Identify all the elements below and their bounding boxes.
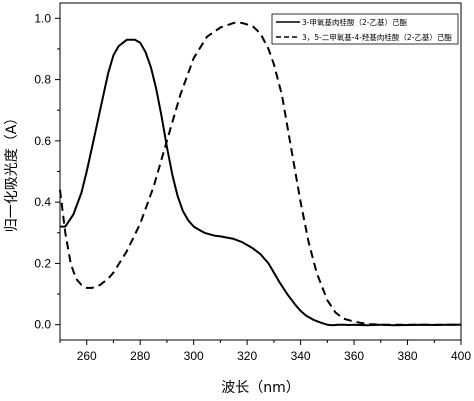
x-axis-ticks: 260 280 300 320 340 360 380 400 [59, 340, 471, 363]
x-tick-label: 320 [237, 349, 257, 363]
x-tick-label: 400 [451, 349, 471, 363]
series-layer [59, 21, 461, 327]
x-tick-label: 340 [291, 349, 311, 363]
x-tick-label: 260 [77, 349, 97, 363]
y-axis-ticks: 0.0 0.2 0.4 0.6 0.8 1.0 [34, 11, 60, 332]
y-tick-label: 0.2 [34, 256, 51, 270]
x-tick-label: 380 [398, 349, 418, 363]
x-tick-label: 280 [130, 349, 150, 363]
plot-border [59, 2, 462, 341]
legend-box [271, 13, 459, 45]
x-tick-label: 300 [184, 349, 204, 363]
series-line-1 [60, 38, 461, 327]
y-tick-label: 1.0 [34, 11, 51, 25]
legend-label-series-2: 3，5-二甲氧基-4-羟基肉桂酸（2-乙基）己酯 [302, 32, 452, 42]
legend-label-series-1: 3-甲氧基肉桂酸（2-乙基）己酯 [302, 17, 407, 27]
y-tick-label: 0.8 [34, 73, 51, 87]
legend: 3-甲氧基肉桂酸（2-乙基）己酯 3，5-二甲氧基-4-羟基肉桂酸（2-乙基）己… [271, 13, 459, 45]
plot-area-frame [59, 2, 462, 341]
y-tick-label: 0.6 [34, 134, 51, 148]
x-axis-title: 波长（nm） [221, 380, 300, 396]
x-tick-label: 360 [344, 349, 364, 363]
y-tick-label: 0.0 [34, 318, 51, 332]
y-tick-label: 0.4 [34, 195, 51, 209]
series-line-2 [59, 21, 461, 326]
y-axis-title: 归一化吸光度（A） [3, 111, 20, 233]
